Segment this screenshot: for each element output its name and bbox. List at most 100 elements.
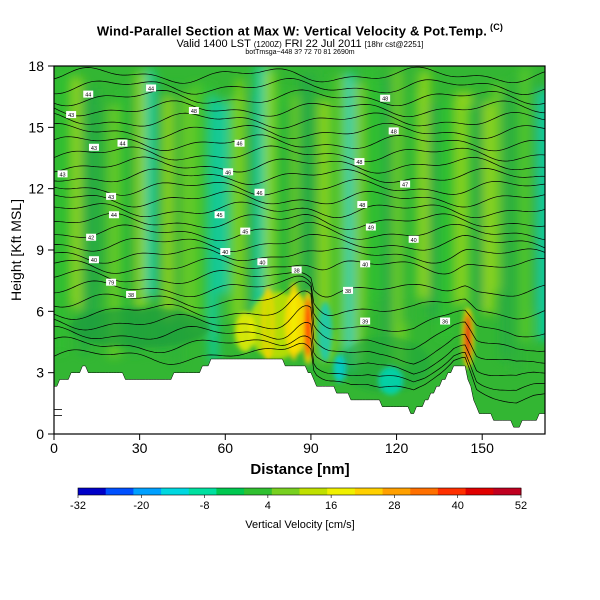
- contour-label-text: 39: [362, 320, 368, 326]
- contour-label-bg: [223, 168, 234, 176]
- colorbar-segment: [271, 488, 300, 495]
- contour-label-bg: [388, 127, 399, 135]
- contour-label-text: 48: [356, 160, 362, 166]
- field-stripe: [346, 72, 354, 373]
- field-stripe: [264, 69, 275, 292]
- contour-label-bg: [360, 317, 371, 325]
- contour-label: 49: [365, 223, 376, 232]
- x-tick-label: 90: [303, 440, 319, 456]
- field-stripe: [181, 93, 193, 320]
- contour-label-text: 46: [225, 170, 231, 176]
- y-tick-label: 3: [36, 365, 44, 381]
- section-subline: botTmsga~448 3? 72 70 81 2690m: [245, 49, 355, 56]
- colorbar-tick-label: 40: [452, 500, 464, 512]
- contour-label: 43: [57, 170, 68, 178]
- boundary-layer: [69, 307, 210, 348]
- contour-label-text: 43: [108, 195, 114, 201]
- colorbar: -32 -20 -8 4 16 28 40 52: [70, 487, 527, 512]
- contour-label-text: 38: [294, 268, 300, 274]
- field-stripe: [483, 102, 494, 314]
- field-stripe: [209, 96, 218, 362]
- theta-contour: [54, 212, 545, 230]
- field-stripe: [364, 66, 375, 311]
- contour-label: 38: [291, 266, 302, 274]
- field-stripe: [108, 105, 120, 358]
- contour-label: 38: [126, 290, 137, 299]
- contour-label: 44: [146, 84, 157, 92]
- contour-label-text: 40: [411, 238, 417, 244]
- contour-label: 43: [66, 111, 77, 119]
- contour-label-bg: [440, 317, 451, 325]
- theta-contour: [54, 290, 545, 352]
- contour-label: 38: [343, 286, 354, 295]
- contour-label-bg: [291, 266, 302, 274]
- theta-contour: [54, 234, 545, 252]
- contour-label: 46: [234, 139, 245, 148]
- field-stripe: [63, 69, 75, 301]
- theta-contour: [54, 100, 545, 118]
- contour-label-text: 40: [222, 250, 228, 256]
- field-stripes: [54, 66, 545, 373]
- theta-contour: [54, 221, 545, 242]
- field-stripe: [90, 88, 99, 333]
- contour-label-bg: [354, 158, 365, 166]
- theta-contour: [54, 89, 545, 107]
- contour-label-bg: [254, 188, 265, 196]
- contour-label-text: 38: [128, 293, 134, 299]
- theta-contour: [54, 280, 545, 338]
- field-stripe: [337, 75, 347, 349]
- contour-label-bg: [365, 223, 376, 231]
- colorbar-segment: [161, 488, 190, 495]
- contour-label-bg: [108, 211, 119, 219]
- downdraft-zone: [378, 366, 403, 395]
- contour-label: 42: [86, 233, 97, 242]
- contour-label-text: 43: [91, 146, 97, 152]
- velocity-field: [54, 66, 545, 434]
- colorbar-segment: [437, 488, 467, 495]
- contour-label-text: 43: [68, 113, 74, 119]
- field-stripe: [172, 84, 181, 366]
- contour-label-bg: [126, 290, 137, 298]
- field-stripe: [136, 72, 146, 310]
- theta-contour: [54, 168, 545, 185]
- field-stripe: [410, 88, 421, 299]
- field-stripe: [291, 94, 300, 316]
- x-tick-label: 0: [50, 440, 58, 456]
- contour-label: 40: [360, 260, 371, 268]
- field-stripe: [510, 78, 523, 371]
- field-stripe: [519, 67, 532, 341]
- colorbar-tick-label: 4: [265, 500, 271, 512]
- colorbar-segment: [188, 488, 217, 495]
- y-tick-label: 18: [28, 58, 44, 74]
- contour-label-bg: [240, 227, 251, 235]
- x-tick-label: 150: [471, 440, 495, 456]
- field-stripe: [355, 82, 363, 364]
- contour-label-text: 45: [217, 213, 223, 219]
- contour-label: 45: [240, 227, 251, 236]
- contour-label-text: 44: [111, 213, 117, 219]
- updraft-core: [290, 290, 297, 353]
- theta-contour: [54, 134, 545, 152]
- contour-label-bg: [188, 106, 199, 114]
- contour-label-text: 38: [345, 289, 351, 295]
- contour-label-text: 44: [119, 142, 125, 148]
- colorbar-tick-label: -32: [70, 500, 86, 512]
- contour-label-text: 42: [88, 236, 94, 242]
- field-stripe: [328, 77, 335, 333]
- contour-label-bg: [380, 94, 391, 102]
- contour-label-bg: [66, 111, 77, 119]
- contour-label: 40: [257, 258, 268, 266]
- contour-label-bg: [214, 211, 225, 219]
- field-stripe: [191, 83, 201, 333]
- theta-contour: [54, 78, 545, 95]
- contour-label: 48: [354, 158, 365, 166]
- x-tick-label: 30: [132, 440, 148, 456]
- field-stripe: [401, 67, 411, 324]
- contour-label-bg: [360, 260, 371, 268]
- y-axis-label: Height [Kft MSL]: [8, 199, 24, 301]
- boundary-layer: [340, 336, 431, 393]
- y-axis: 0 3 6 9 12 15 18: [28, 58, 54, 442]
- contour-label-bg: [220, 248, 231, 256]
- contour-label-text: 44: [85, 93, 91, 99]
- contour-label-text: 46: [256, 191, 262, 197]
